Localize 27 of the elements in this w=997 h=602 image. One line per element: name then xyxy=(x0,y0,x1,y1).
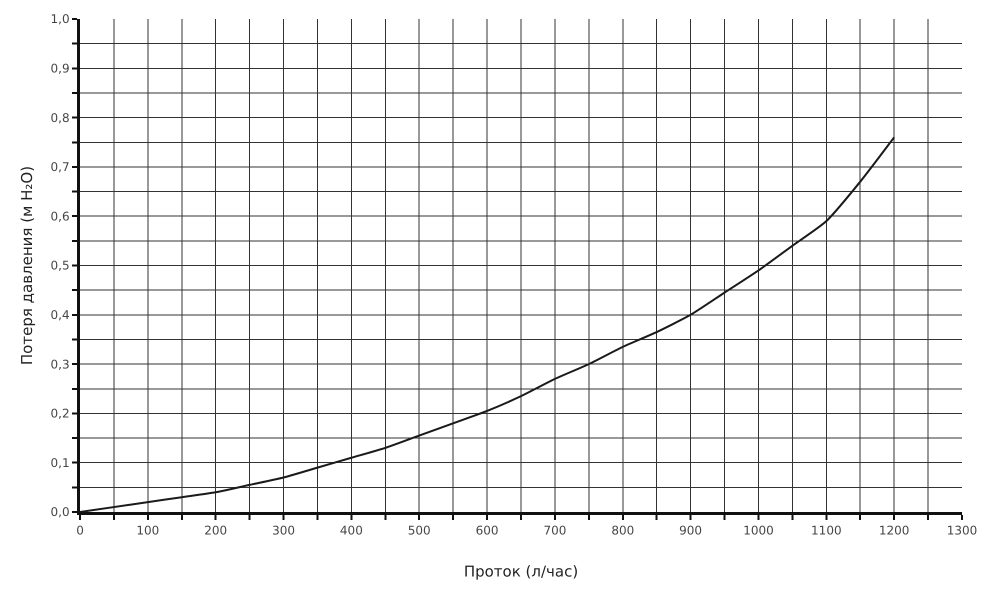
y-tick-label: 0,0 xyxy=(50,505,70,520)
y-tick-label: 0,2 xyxy=(50,406,70,421)
x-tick-label: 400 xyxy=(340,523,363,538)
x-tick-label: 800 xyxy=(611,523,634,538)
y-tick-label: 0,8 xyxy=(50,110,70,125)
x-tick-label: 700 xyxy=(543,523,566,538)
y-tick-label: 0,9 xyxy=(50,62,70,76)
y-tick-label: 0,6 xyxy=(50,209,70,224)
x-tick-label: 500 xyxy=(408,523,431,538)
y-tick-label: 1,0 xyxy=(50,12,70,26)
x-tick-label: 1100 xyxy=(811,523,842,538)
x-axis-title: Проток (л/час) xyxy=(464,562,578,580)
x-tick-label: 0 xyxy=(76,523,84,538)
x-tick-label: 1200 xyxy=(878,523,910,538)
y-tick-label: 0,1 xyxy=(50,456,70,470)
y-tick-label: 0,7 xyxy=(50,160,70,174)
x-tick-label: 900 xyxy=(679,523,702,538)
x-tick-label: 300 xyxy=(272,523,295,538)
y-tick-label: 0,5 xyxy=(50,258,70,273)
x-tick-label: 100 xyxy=(136,523,160,538)
y-axis-title: Потеря давления (м H₂O) xyxy=(18,166,36,366)
x-tick-label: 1300 xyxy=(946,523,978,538)
y-tick-label: 0,3 xyxy=(50,357,70,372)
x-tick-label: 200 xyxy=(204,523,228,538)
x-tick-label: 1000 xyxy=(743,523,774,538)
y-tick-label: 0,4 xyxy=(50,308,70,322)
x-tick-label: 600 xyxy=(476,523,499,538)
